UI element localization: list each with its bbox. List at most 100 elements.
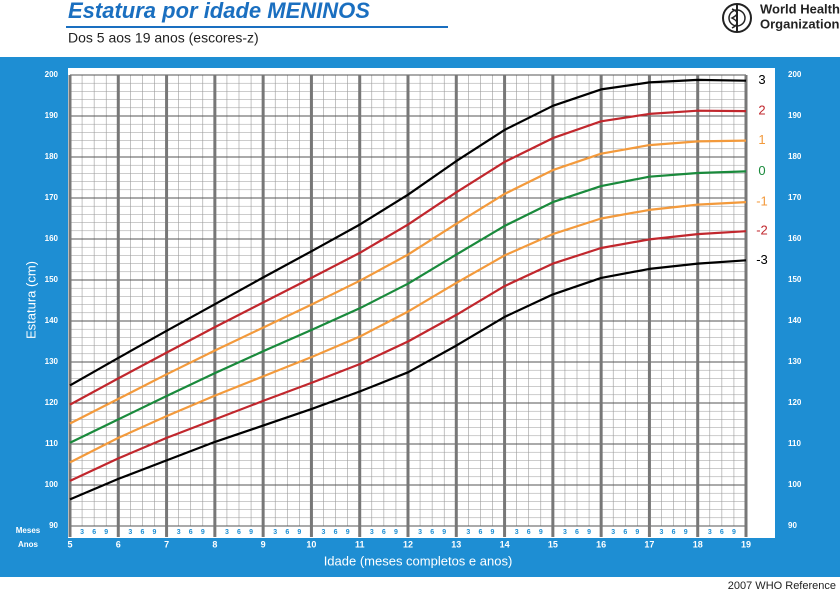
legend-label: 2 [758,103,765,118]
month-tick-label: 6 [237,529,241,536]
x-tick-label: 5 [67,539,72,549]
month-tick-label: 3 [660,529,664,536]
month-tick-label: 3 [273,529,277,536]
years-label: Anos [18,540,39,549]
month-tick-label: 3 [177,529,181,536]
month-tick-label: 9 [635,529,639,536]
y-tick-label: 110 [45,439,58,448]
legend-label: 3 [758,72,765,87]
y-tick-label: 180 [45,152,59,161]
month-tick-label: 6 [382,529,386,536]
month-tick-label: 9 [104,529,108,536]
y-tick-label: 170 [788,193,802,202]
series-line [69,109,747,406]
month-tick-label: 6 [720,529,724,536]
month-tick-label: 6 [140,529,144,536]
month-tick-label: 3 [370,529,374,536]
x-tick-label: 16 [596,539,606,549]
y-tick-label: 110 [788,439,801,448]
chart-subtitle: Dos 5 aos 19 anos (escores-z) [68,30,259,46]
footer: 2007 WHO Reference [728,580,836,592]
series-line [69,170,747,444]
series-line [69,78,747,387]
y-tick-label: 120 [45,398,59,407]
x-tick-label: 11 [355,539,365,549]
y-tick-label: 130 [788,357,802,366]
who-emblem [722,3,752,33]
month-tick-label: 3 [225,529,229,536]
x-axis-label: Idade (meses completos e anos) [324,553,513,568]
month-tick-label: 6 [189,529,193,536]
x-tick-label: 6 [116,539,121,549]
month-tick-label: 9 [491,529,495,536]
series-line [69,139,747,425]
y-tick-label: 130 [45,357,59,366]
series-line [69,259,747,501]
month-tick-label: 6 [430,529,434,536]
x-tick-label: 7 [164,539,169,549]
month-tick-label: 3 [322,529,326,536]
x-tick-label: 15 [548,539,558,549]
series-line [69,201,747,464]
y-tick-label: 90 [49,521,58,530]
month-tick-label: 9 [684,529,688,536]
y-tick-label: 100 [45,480,59,489]
month-tick-label: 3 [708,529,712,536]
legend-label: -1 [756,194,768,209]
x-tick-label: 10 [306,539,316,549]
org-name: World Health [760,1,840,16]
month-tick-label: 9 [201,529,205,536]
month-tick-label: 6 [623,529,627,536]
series-line [69,230,747,482]
y-tick-label: 90 [788,521,797,530]
x-tick-label: 17 [644,539,654,549]
y-tick-label: 190 [788,111,802,120]
month-tick-label: 9 [587,529,591,536]
chart-title: Estatura por idade MENINOS [68,0,370,23]
y-tick-label: 170 [45,193,59,202]
month-tick-label: 3 [418,529,422,536]
y-tick-label: 140 [45,316,59,325]
y-tick-label: 150 [45,275,59,284]
month-tick-label: 9 [442,529,446,536]
x-tick-label: 8 [212,539,217,549]
month-tick-label: 9 [394,529,398,536]
month-tick-label: 9 [297,529,301,536]
legend-label: -3 [756,252,768,267]
month-tick-label: 3 [563,529,567,536]
month-tick-label: 6 [334,529,338,536]
y-tick-label: 120 [788,398,802,407]
x-tick-label: 9 [261,539,266,549]
month-tick-label: 6 [285,529,289,536]
y-tick-label: 140 [788,316,802,325]
y-tick-label: 160 [45,234,59,243]
month-tick-label: 3 [611,529,615,536]
month-tick-label: 3 [515,529,519,536]
month-tick-label: 3 [80,529,84,536]
x-tick-label: 13 [451,539,461,549]
legend-label: 0 [758,163,765,178]
month-tick-label: 9 [346,529,350,536]
month-tick-label: 6 [575,529,579,536]
y-tick-label: 200 [45,70,59,79]
y-tick-label: 180 [788,152,802,161]
month-tick-label: 9 [539,529,543,536]
month-tick-label: 6 [92,529,96,536]
month-tick-label: 3 [128,529,132,536]
x-tick-label: 12 [403,539,413,549]
month-tick-label: 9 [153,529,157,536]
legend-label: -2 [756,223,768,238]
month-tick-label: 6 [527,529,531,536]
x-tick-label: 14 [500,539,510,549]
org-name: Organization [760,16,840,31]
legend-label: 1 [758,132,765,147]
month-tick-label: 6 [478,529,482,536]
month-tick-label: 9 [732,529,736,536]
y-tick-label: 100 [788,480,802,489]
month-tick-label: 9 [249,529,253,536]
y-tick-label: 150 [788,275,802,284]
months-label: Meses [16,526,41,535]
x-tick-label: 18 [693,539,703,549]
y-tick-label: 160 [788,234,802,243]
